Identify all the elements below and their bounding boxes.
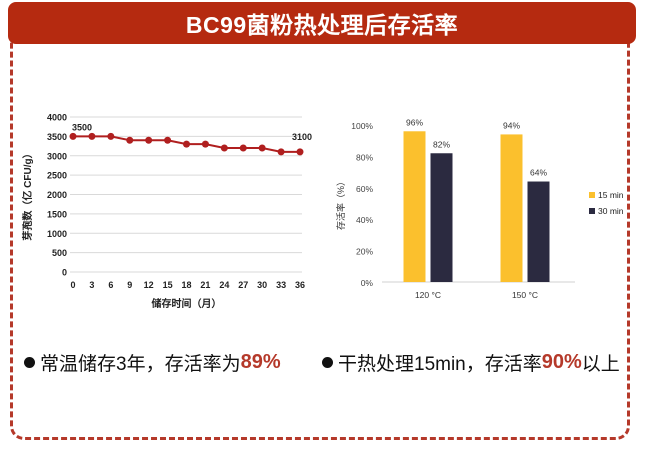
content-frame (10, 30, 630, 440)
x-tick-label: 36 (295, 280, 305, 290)
data-label: 3500 (72, 122, 92, 132)
data-point (277, 148, 285, 156)
y-tick-label: 40% (356, 215, 373, 225)
bar-value-label: 94% (503, 120, 520, 130)
data-point (239, 144, 247, 152)
bar (403, 131, 426, 282)
y-tick-label: 100% (351, 121, 373, 131)
legend-label: 15 min (598, 190, 624, 200)
y-tick-label: 1500 (47, 209, 67, 219)
bar-chart: 0% 20% 40% 60% 80% 100% 96% 82% 120 °C 94% 64% 150 … (335, 117, 624, 300)
y-tick-label: 2500 (47, 171, 67, 181)
x-tick-label: 6 (108, 280, 113, 290)
y-tick-label: 60% (356, 184, 373, 194)
data-point (183, 140, 190, 148)
y-tick-label: 3500 (47, 132, 67, 142)
x-tick-label: 120 °C (415, 290, 441, 300)
legend-label: 30 min (598, 206, 624, 216)
title-banner: BC99菌粉热处理后存活率 (8, 2, 636, 44)
data-point (201, 140, 209, 148)
bullet-dot-icon (322, 357, 333, 368)
x-tick-label: 33 (276, 280, 286, 290)
x-tick-label: 27 (238, 280, 248, 290)
y-tick-label: 2000 (47, 190, 67, 200)
bullet-heat: 干热处理15min，存活率 90% 以上 (322, 349, 620, 376)
y-axis-title: 芽孢数（亿 CFU/g） (21, 148, 34, 240)
x-tick-label: 9 (127, 280, 132, 290)
bar (430, 153, 453, 282)
data-point (145, 136, 153, 144)
data-point (126, 136, 134, 144)
data-point (296, 148, 304, 156)
y-tick-label: 1000 (47, 229, 67, 239)
y-tick-label: 0% (361, 278, 374, 288)
bullet-text: 常温储存3年，存活率为 (40, 354, 241, 375)
x-tick-label: 150 °C (512, 290, 538, 300)
bullet-storage: 常温储存3年，存活率为 89% (24, 349, 281, 376)
y-tick-label: 0 (62, 268, 67, 278)
x-tick-label: 30 (257, 280, 267, 290)
x-tick-label: 3 (89, 280, 94, 290)
y-tick-label: 20% (356, 247, 373, 257)
x-tick-label: 24 (219, 280, 229, 290)
bar (500, 134, 523, 282)
y-tick-label: 80% (356, 152, 373, 162)
x-tick-label: 21 (200, 280, 210, 290)
bullet-highlight: 89% (240, 351, 281, 373)
y-tick-label: 500 (52, 248, 67, 258)
bullet-text: 干热处理15min，存活率 (338, 354, 542, 375)
bullet-dot-icon (24, 357, 35, 368)
data-point (220, 144, 228, 152)
bullet-suffix: 以上 (581, 354, 620, 375)
x-tick-label: 0 (70, 280, 75, 290)
x-axis-title: 储存时间（月） (151, 297, 222, 310)
bullet-highlight: 90% (541, 351, 582, 373)
legend-swatch-icon (589, 208, 595, 214)
page-title: BC99菌粉热处理后存活率 (185, 12, 459, 38)
y-tick-label: 4000 (47, 113, 67, 123)
y-tick-label: 3000 (47, 151, 67, 161)
data-point (107, 132, 115, 140)
data-point (69, 132, 77, 140)
data-label: 3100 (292, 132, 312, 142)
x-tick-label: 12 (144, 280, 154, 290)
data-point (258, 144, 266, 152)
bar-value-label: 64% (530, 168, 547, 178)
x-tick-label: 15 (163, 280, 173, 290)
bar-value-label: 82% (433, 139, 450, 149)
bar (527, 181, 550, 282)
bar-value-label: 96% (406, 117, 423, 127)
data-point (164, 136, 172, 144)
x-tick-label: 18 (181, 280, 191, 290)
y-axis-title: 存活率（%） (335, 177, 346, 230)
legend-swatch-icon (589, 192, 595, 198)
data-point (88, 132, 96, 140)
